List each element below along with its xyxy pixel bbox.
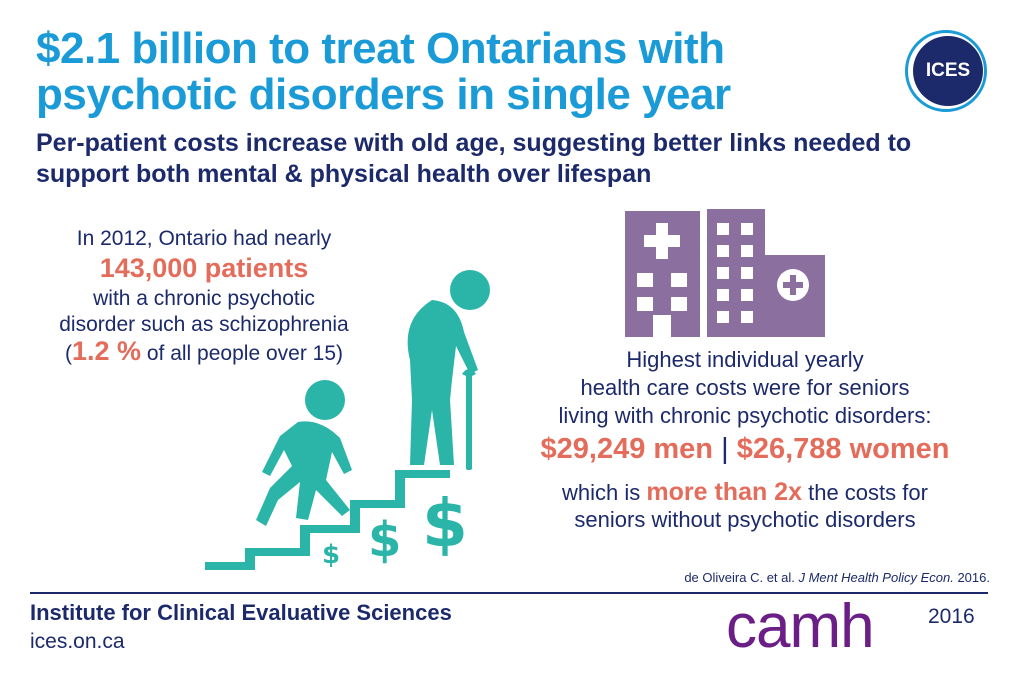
women-cost: $26,788 women [736,433,950,465]
stairs-people-dollar-icon: $ $ $ [205,270,490,570]
ices-logo-ring [905,30,987,112]
footer-year: 2016 [928,605,975,628]
cost-separator: | [721,433,729,465]
left-stat-line2: with a chronic psychotic [93,287,315,310]
more-than-2x-highlight: more than 2x [646,478,802,506]
men-cost: $29,249 men [540,433,714,465]
left-stat-line3: disorder such as schizophrenia [59,313,349,336]
svg-text:$: $ [422,485,468,562]
patients-highlight: 143,000 patients [99,253,309,283]
percent-highlight: 1.2 % [71,336,142,366]
right-stat-line5: seniors without psychotic disorders [574,507,916,532]
footer-org-name: Institute for Clinical Evaluative Scienc… [30,600,452,625]
left-stat-line1: In 2012, Ontario had nearly [76,227,332,250]
page-title: $2.1 billion to treat Ontarians with psy… [36,24,731,119]
footer-url-link[interactable]: ices.on.ca [30,630,125,653]
footer-divider [30,592,988,594]
hospital-buildings-icon [625,209,825,337]
right-stat-line4: which is more than 2x the costs for [510,478,980,507]
line4-post: the costs for [802,480,928,505]
citation-journal: J Ment Health Policy Econ. [798,570,954,585]
page-subtitle: Per-patient costs increase with old age,… [36,129,912,188]
right-stat-line2: health care costs were for seniors [580,375,910,400]
svg-text:$: $ [368,512,401,568]
citation-year: 2016. [953,570,990,585]
paren-open: ( [64,342,72,365]
left-stat-line4-rest: of all people over 15) [141,342,343,365]
citation-authors: de Oliveira C. et al. [684,570,799,585]
right-stat-line3: living with chronic psychotic disorders: [558,403,932,428]
line4-pre: which is [562,480,647,505]
svg-text:$: $ [322,540,340,570]
ices-logo[interactable]: ICES [913,36,983,106]
cost-figures: $29,249 men | $26,788 women [500,432,990,466]
citation: de Oliveira C. et al. J Ment Health Poli… [560,570,990,585]
camh-logo: camh [726,592,875,661]
left-stat-line4: (1.2 % of all people over 15) [14,338,394,367]
right-stat-line1: Highest individual yearly [626,347,864,372]
